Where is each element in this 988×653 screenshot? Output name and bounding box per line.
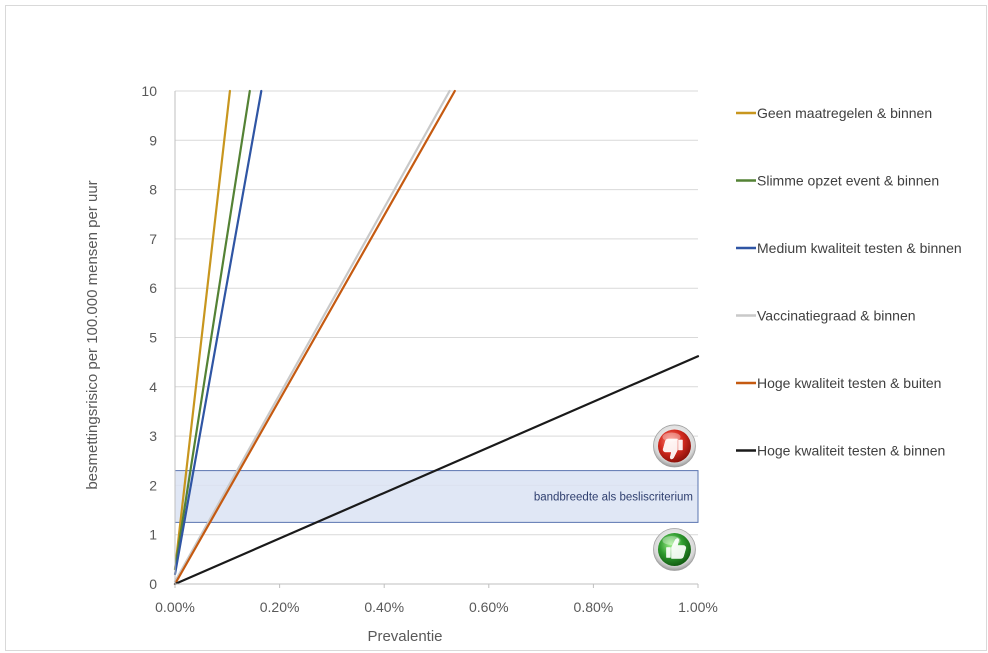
y-axis-title: besmettingsrisico per 100.000 mensen per… [84, 180, 101, 489]
y-tick-label-10: 10 [141, 83, 157, 99]
y-tick-label-5: 5 [149, 330, 157, 346]
legend-label-4: Hoge kwaliteit testen & buiten [757, 375, 941, 391]
y-tick-label-6: 6 [149, 280, 157, 296]
legend-label-3: Vaccinatiegraad & binnen [757, 308, 916, 324]
y-tick-label-8: 8 [149, 182, 157, 198]
x-tick-label-0: 0.00% [155, 599, 195, 615]
series-line-4 [173, 89, 456, 586]
x-tick-label-2: 0.40% [364, 599, 404, 615]
y-tick-label-7: 7 [149, 231, 157, 247]
y-tick-label-1: 1 [149, 527, 157, 543]
x-axis-title: Prevalentie [367, 628, 442, 645]
series-line-1 [173, 89, 251, 571]
chart-frame [5, 5, 987, 651]
legend-label-0: Geen maatregelen & binnen [757, 105, 932, 121]
series-line-0 [173, 89, 232, 571]
series-line-3 [173, 89, 451, 583]
x-tick-label-4: 0.80% [574, 599, 614, 615]
y-tick-label-2: 2 [149, 477, 157, 493]
series-line-2 [173, 89, 263, 576]
thumbs-down-icon [653, 424, 696, 468]
x-tick-label-3: 0.60% [469, 599, 509, 615]
decision-band [174, 470, 699, 523]
y-tick-label-4: 4 [149, 379, 157, 395]
y-tick-label-0: 0 [149, 576, 157, 592]
y-tick-label-3: 3 [149, 428, 157, 444]
series-line-5 [173, 355, 700, 586]
legend-label-5: Hoge kwaliteit testen & binnen [757, 443, 945, 459]
y-tick-label-9: 9 [149, 132, 157, 148]
x-tick-label-5: 1.00% [678, 599, 718, 615]
x-tick-label-1: 0.20% [260, 599, 300, 615]
decision-band-label: bandbreedte als besliscriterium [534, 491, 693, 503]
thumbs-up-icon [653, 528, 696, 571]
legend-label-2: Medium kwaliteit testen & binnen [757, 240, 962, 256]
legend-label-1: Slimme opzet event & binnen [757, 173, 939, 189]
